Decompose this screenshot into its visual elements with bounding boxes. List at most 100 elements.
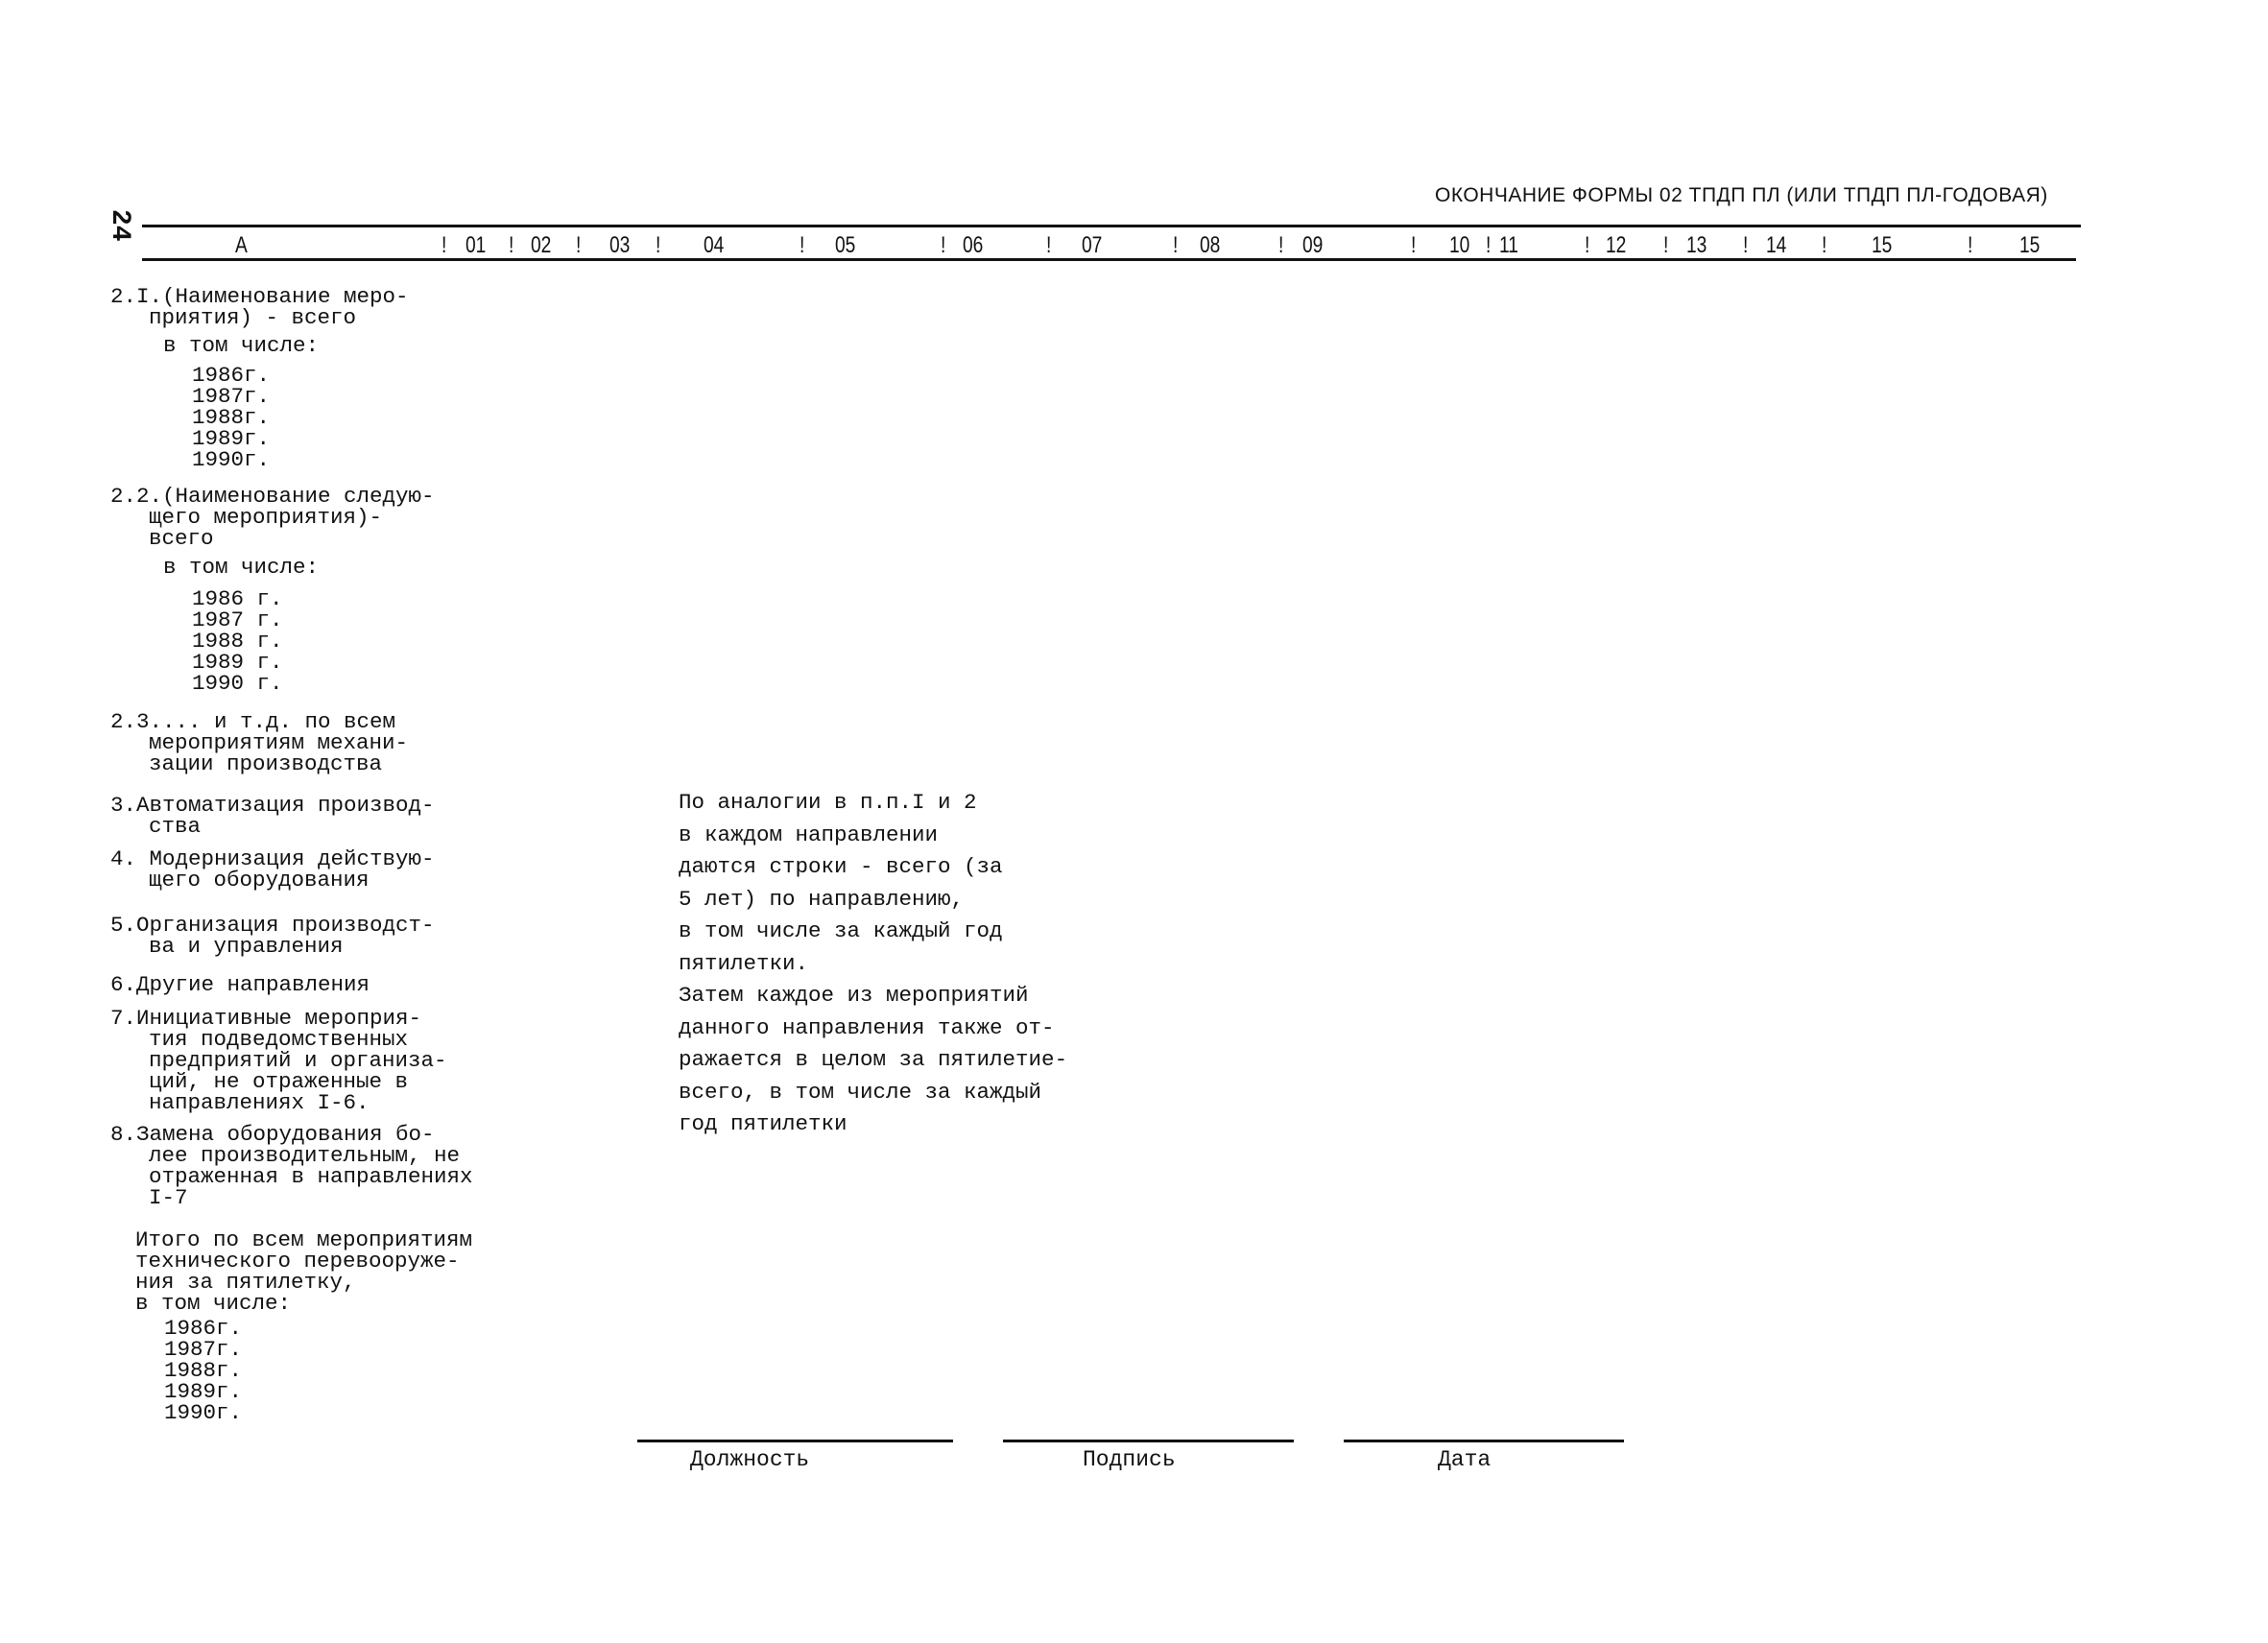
- row-label-line: 1986 г.: [192, 586, 283, 611]
- row-label-line: 8.Замена оборудования бо-: [110, 1122, 435, 1147]
- row-label-line: предприятий и организа-: [149, 1048, 447, 1073]
- column-header: 10: [1449, 232, 1470, 258]
- row-label-line: тия подведомственных: [149, 1027, 409, 1052]
- column-header: А: [235, 232, 248, 258]
- row-label-line: 1987г.: [192, 384, 271, 409]
- column-separator: !: [1585, 232, 1590, 258]
- note-line: в каждом направлении: [679, 822, 939, 847]
- row-label-line: 1986г.: [192, 363, 271, 388]
- column-separator: !: [1411, 232, 1417, 258]
- column-header: 01: [466, 232, 487, 258]
- column-header: 04: [704, 232, 725, 258]
- note-line: По аналогии в п.п.I и 2: [679, 790, 977, 815]
- row-label-line: 1990г.: [164, 1400, 243, 1425]
- signature-line: [1003, 1440, 1294, 1442]
- row-label: 5.Организация производст-ва и управления: [110, 913, 435, 958]
- column-header: 06: [963, 232, 984, 258]
- row-label: 8.Замена оборудования бо-лее производите…: [110, 1122, 473, 1210]
- row-label-line: I-7: [149, 1185, 188, 1210]
- row-label-line: отраженная в направлениях: [149, 1164, 473, 1189]
- row-label-line: 2.3.... и т.д. по всем: [110, 709, 396, 734]
- column-header: 11: [1499, 232, 1518, 258]
- form-title: ОКОНЧАНИЕ ФОРМЫ 02 ТПДП ПЛ (ИЛИ ТПДП ПЛ-…: [1435, 184, 2048, 206]
- row-label-line: 4. Модернизация действую-: [110, 846, 435, 871]
- row-label: 2.2.(Наименование следую-щего мероприяти…: [110, 484, 435, 551]
- table-header-rule: [142, 258, 2076, 261]
- row-label-line: мероприятиям механи-: [149, 730, 409, 755]
- table-top-rule: [142, 225, 2081, 227]
- row-label: 2.3.... и т.д. по всем мероприятиям механ…: [110, 709, 409, 775]
- row-label: 1986г. 1987г. 1988г. 1989г. 1990г.: [192, 363, 271, 472]
- row-label: в том числе:: [163, 333, 320, 358]
- row-label: 4. Модернизация действую-щего оборудован…: [110, 846, 435, 892]
- row-label-line: 1990 г.: [192, 671, 283, 696]
- column-separator: !: [941, 232, 946, 258]
- row-label-line: в том числе:: [163, 333, 320, 358]
- date-label: Дата: [1438, 1447, 1492, 1472]
- row-label-line: в том числе:: [163, 555, 320, 580]
- row-label-line: 1988 г.: [192, 629, 283, 654]
- row-label-line: 6.Другие направления: [110, 972, 370, 997]
- note-line: данного направления также от-: [679, 1014, 1055, 1040]
- row-label-line: 3.Автоматизация производ-: [110, 793, 435, 818]
- row-label-line: 2.I.(Наименование меро-: [110, 284, 409, 309]
- column-header: 05: [835, 232, 856, 258]
- row-label: 7.Инициативные мероприя-тия подведомстве…: [110, 1006, 447, 1115]
- column-separator: !: [800, 232, 805, 258]
- column-separator: !: [1046, 232, 1052, 258]
- column-separator: !: [1968, 232, 1973, 258]
- position-label: Должность: [690, 1447, 810, 1472]
- row-label-line: всего: [149, 526, 214, 551]
- row-label: 1986г. 1987г. 1988г. 1989г. 1990г.: [164, 1318, 243, 1425]
- page-number: 24: [105, 209, 134, 242]
- note-line: ражается в целом за пятилетие-: [679, 1047, 1068, 1072]
- column-separator: !: [1743, 232, 1749, 258]
- date-line: [1344, 1440, 1624, 1442]
- column-separator: !: [1663, 232, 1669, 258]
- note-line: Затем каждое из мероприятий: [679, 983, 1029, 1008]
- row-label-line: Итого по всем мероприятиям: [135, 1227, 473, 1252]
- row-label-line: 2.2.(Наименование следую-: [110, 484, 435, 509]
- row-label-line: технического перевооруже-: [135, 1249, 460, 1274]
- row-label: 3.Автоматизация производ-ства: [110, 793, 435, 839]
- note-line: год пятилетки: [679, 1111, 848, 1136]
- row-label-line: щего мероприятия)-: [149, 505, 383, 530]
- column-header: 02: [531, 232, 552, 258]
- row-label-line: 5.Организация производст-: [110, 913, 435, 938]
- column-separator: !: [1486, 232, 1492, 258]
- column-header: 08: [1200, 232, 1221, 258]
- column-separator: !: [576, 232, 582, 258]
- column-separator: !: [1173, 232, 1179, 258]
- column-separator: !: [1822, 232, 1827, 258]
- note-line: пятилетки.: [679, 950, 809, 976]
- signature-label: Подпись: [1083, 1447, 1176, 1472]
- note-line: всего, в том числе за каждый: [679, 1079, 1042, 1105]
- row-label-line: 1988г.: [164, 1358, 243, 1383]
- row-label-line: 1989 г.: [192, 650, 283, 675]
- row-label-line: 7.Инициативные мероприя-: [110, 1006, 422, 1031]
- row-label-line: приятия) - всего: [149, 305, 357, 330]
- column-header: 09: [1302, 232, 1324, 258]
- note-line: 5 лет) по направлению,: [679, 886, 965, 912]
- row-label-line: лее производительным, не: [149, 1143, 461, 1168]
- column-separator: !: [1278, 232, 1284, 258]
- row-label-line: ства: [149, 814, 202, 839]
- row-label-line: 1988г.: [192, 405, 271, 430]
- row-label-line: 1987 г.: [192, 607, 283, 632]
- column-separator: !: [442, 232, 447, 258]
- row-label-line: 1987г.: [164, 1337, 243, 1362]
- note-line: даются строки - всего (за: [679, 854, 1003, 879]
- row-label-line: ния за пятилетку,: [135, 1270, 356, 1295]
- column-separator: !: [509, 232, 514, 258]
- note-line: в том числе за каждый год: [679, 918, 1003, 943]
- row-label: в том числе:: [163, 555, 320, 580]
- row-label-line: направлениях I-6.: [149, 1090, 370, 1115]
- row-label-line: 1990г.: [192, 447, 271, 472]
- column-header: 15: [1872, 232, 1893, 258]
- column-header: 12: [1606, 232, 1627, 258]
- row-label: 2.I.(Наименование меро-приятия) - всего: [110, 284, 409, 330]
- row-label: 6.Другие направления: [110, 972, 370, 997]
- row-label-line: 1989г.: [192, 426, 271, 451]
- note-text: По аналогии в п.п.I и 2 в каждом направле…: [679, 787, 1067, 1141]
- column-header: 03: [609, 232, 631, 258]
